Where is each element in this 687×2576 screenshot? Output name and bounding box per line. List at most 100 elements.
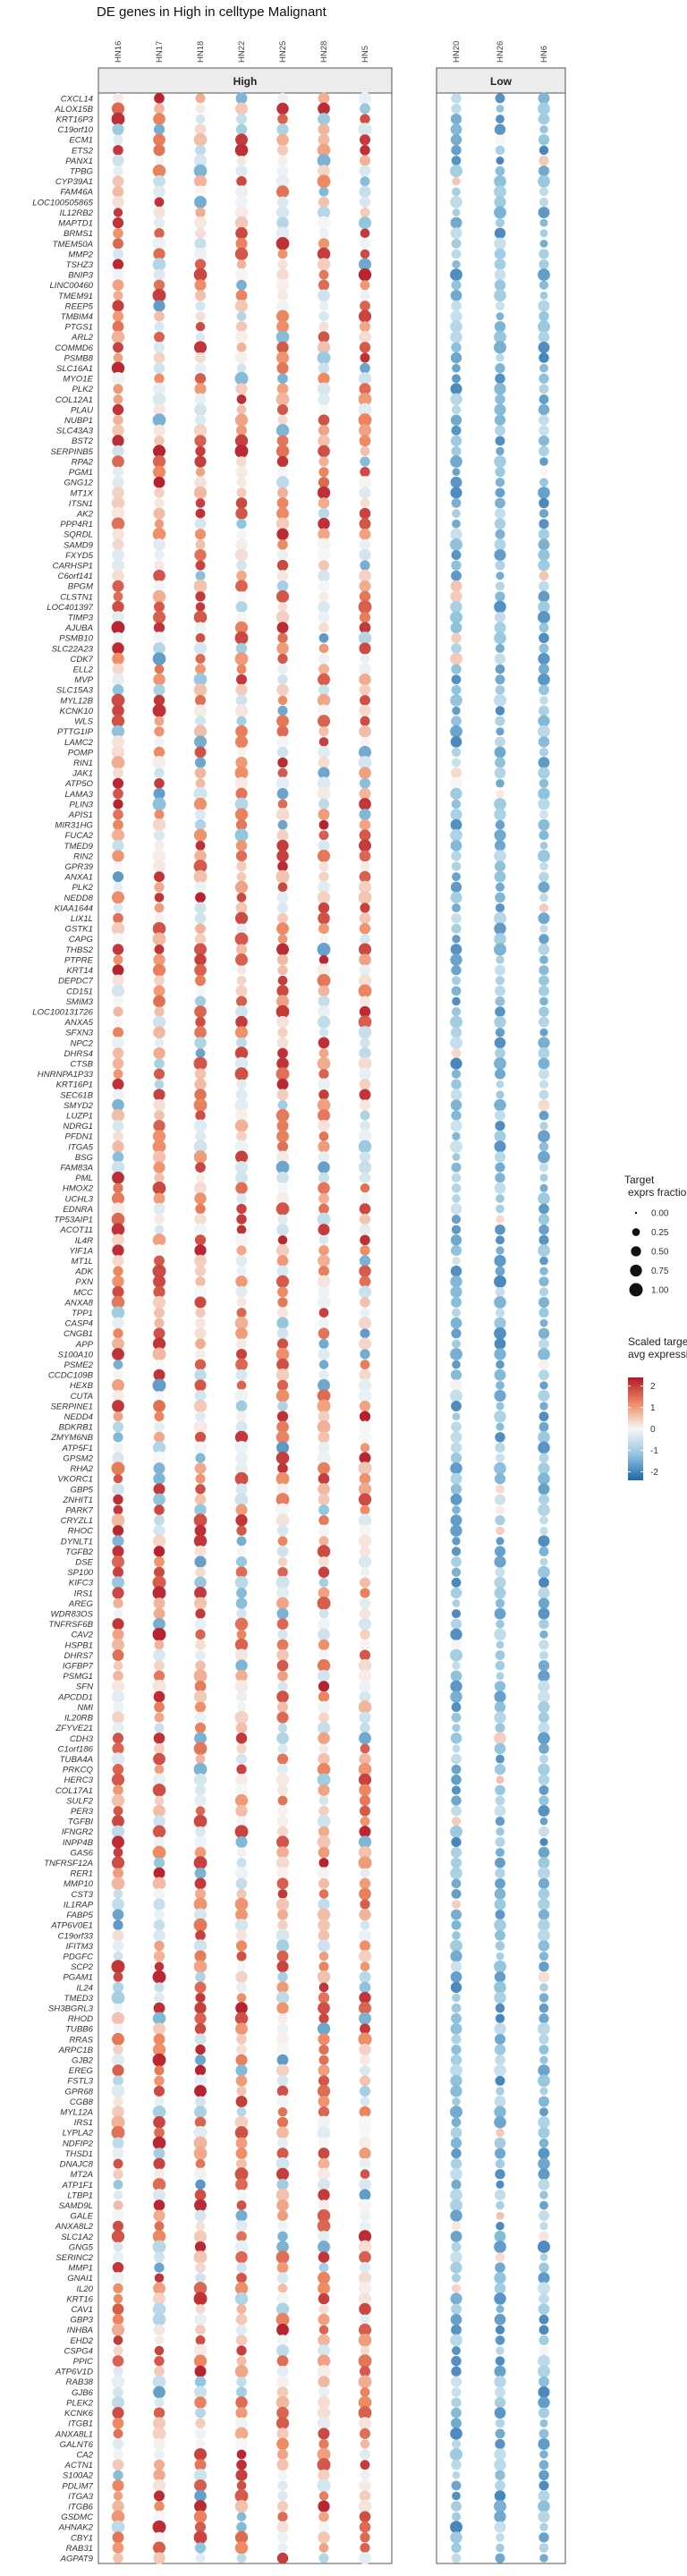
dot	[194, 1131, 207, 1142]
dot	[494, 622, 506, 634]
dot	[276, 1928, 290, 1943]
dot	[360, 228, 370, 239]
dot	[318, 301, 329, 311]
dot	[154, 1514, 165, 1526]
dot	[539, 435, 549, 446]
dot	[317, 1295, 331, 1309]
dot	[153, 2022, 165, 2036]
dot	[317, 2354, 331, 2368]
dot	[317, 2167, 331, 2181]
gene-label: PPIC	[73, 2357, 93, 2367]
dot	[317, 2416, 331, 2430]
dot	[235, 2417, 248, 2429]
dot	[358, 1658, 372, 1673]
dot	[113, 208, 123, 217]
dot	[318, 425, 330, 436]
dot	[360, 654, 370, 664]
dot	[539, 2460, 549, 2470]
dot	[236, 2200, 247, 2210]
dot	[112, 1835, 124, 1849]
dot	[359, 1172, 371, 1183]
dot	[152, 1264, 166, 1278]
dot	[538, 1846, 550, 1859]
dot	[193, 869, 208, 884]
dot	[276, 507, 289, 520]
dot	[113, 1006, 123, 1017]
dot	[450, 320, 462, 333]
gene-label: WLS	[74, 717, 93, 727]
dot	[495, 976, 505, 986]
gene-label: COL17A1	[55, 1786, 93, 1796]
dot	[153, 1285, 165, 1299]
dot	[111, 102, 125, 115]
dot	[153, 1752, 165, 1766]
dot	[113, 352, 123, 363]
dot	[153, 2490, 165, 2502]
dot	[317, 693, 331, 708]
dot	[234, 776, 249, 790]
dot	[195, 923, 206, 935]
dot	[235, 1929, 248, 1942]
dot	[496, 2346, 505, 2355]
dot	[318, 2271, 330, 2284]
dot	[152, 2427, 166, 2441]
dot	[539, 1369, 549, 1381]
dot	[452, 976, 461, 986]
dot	[318, 570, 330, 582]
dot	[495, 165, 505, 176]
gene-label: ADK	[74, 1267, 93, 1277]
dot	[318, 2075, 330, 2087]
dot	[276, 2365, 289, 2377]
dot	[360, 2055, 370, 2065]
dot	[495, 1784, 505, 1796]
dot	[277, 2490, 288, 2502]
dot	[276, 393, 290, 406]
dot	[451, 2439, 462, 2449]
dot	[111, 2125, 125, 2140]
dot	[495, 1068, 505, 1080]
dot	[359, 1877, 371, 1890]
dot	[318, 2199, 330, 2211]
dot	[154, 1058, 165, 1069]
dot	[154, 1173, 165, 1183]
dot	[494, 2490, 506, 2502]
dot	[112, 154, 124, 167]
gene-label: TPBG	[70, 167, 94, 177]
dot	[153, 569, 165, 582]
dot	[359, 590, 371, 603]
dot	[276, 2302, 290, 2316]
dot	[318, 2148, 330, 2159]
dot	[496, 105, 505, 113]
dot	[235, 1182, 248, 1195]
dot	[194, 1089, 207, 1101]
dot	[452, 1153, 461, 1161]
gene-label: MMP10	[64, 1879, 94, 1889]
dot	[154, 2355, 165, 2367]
dot	[451, 1048, 462, 1058]
dot	[539, 2450, 548, 2459]
dot	[194, 2365, 207, 2377]
dot	[195, 892, 206, 903]
dot	[111, 828, 125, 842]
dot	[318, 1784, 330, 1796]
dot	[276, 2063, 290, 2077]
dot	[111, 517, 125, 530]
dot	[539, 187, 549, 197]
dot	[235, 290, 248, 301]
dot	[153, 144, 165, 157]
dot	[539, 2034, 549, 2045]
dot	[318, 1131, 329, 1141]
dot	[450, 290, 462, 301]
dot	[194, 1359, 207, 1370]
gene-label: SULF2	[66, 1796, 94, 1806]
dot	[153, 2541, 165, 2555]
dot	[154, 840, 165, 852]
dot	[451, 2179, 462, 2190]
gene-label: CAPG	[69, 935, 94, 945]
dot	[235, 102, 248, 115]
dot	[358, 1493, 372, 1506]
dot	[153, 2459, 165, 2470]
dot	[494, 1991, 506, 2004]
gene-label: ZFYVE21	[55, 1724, 93, 1733]
dot	[194, 2448, 207, 2462]
